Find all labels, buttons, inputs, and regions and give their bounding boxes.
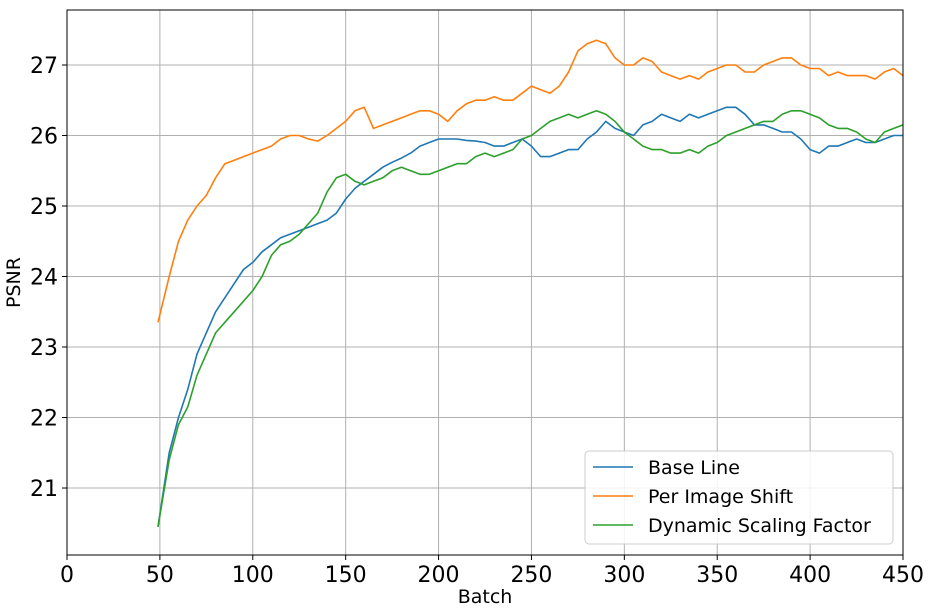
plot-area-frame [66, 9, 904, 556]
x-tick-label: 150 [325, 563, 367, 588]
y-tick-label: 25 [30, 195, 58, 220]
x-tick-label: 50 [146, 563, 174, 588]
y-tick-label: 23 [30, 336, 58, 361]
y-tick-label: 22 [30, 407, 58, 432]
y-tick-label: 27 [30, 54, 58, 79]
series-line-per-image-shift [157, 39, 904, 323]
y-tick-label: 24 [30, 266, 58, 291]
axis-ticks: 0 50 100 150 200 250 300 350 400 450 21 22 23 24 25 26 2… [30, 54, 924, 588]
legend-label: Base Line [648, 457, 740, 479]
x-tick-label: 250 [510, 563, 552, 588]
x-axis-label: Batch [458, 586, 513, 608]
x-tick-label: 100 [232, 563, 274, 588]
legend-label: Dynamic Scaling Factor [648, 515, 871, 537]
y-tick-label: 21 [30, 477, 58, 502]
x-tick-label: 0 [60, 563, 74, 588]
x-tick-label: 300 [603, 563, 645, 588]
y-tick-label: 26 [30, 124, 58, 149]
y-axis-label: PSNR [3, 257, 25, 308]
legend: Base Line Per Image Shift Dynamic Scaling … [584, 450, 894, 545]
x-tick-label: 350 [696, 563, 738, 588]
series-line-base-line [157, 106, 903, 527]
series-lines [157, 39, 904, 527]
series-line-dynamic-scaling-factor [157, 110, 904, 527]
x-tick-label: 200 [418, 563, 460, 588]
legend-label: Per Image Shift [648, 486, 793, 508]
x-tick-label: 450 [882, 563, 924, 588]
legend-box [584, 450, 894, 545]
x-tick-label: 400 [789, 563, 831, 588]
